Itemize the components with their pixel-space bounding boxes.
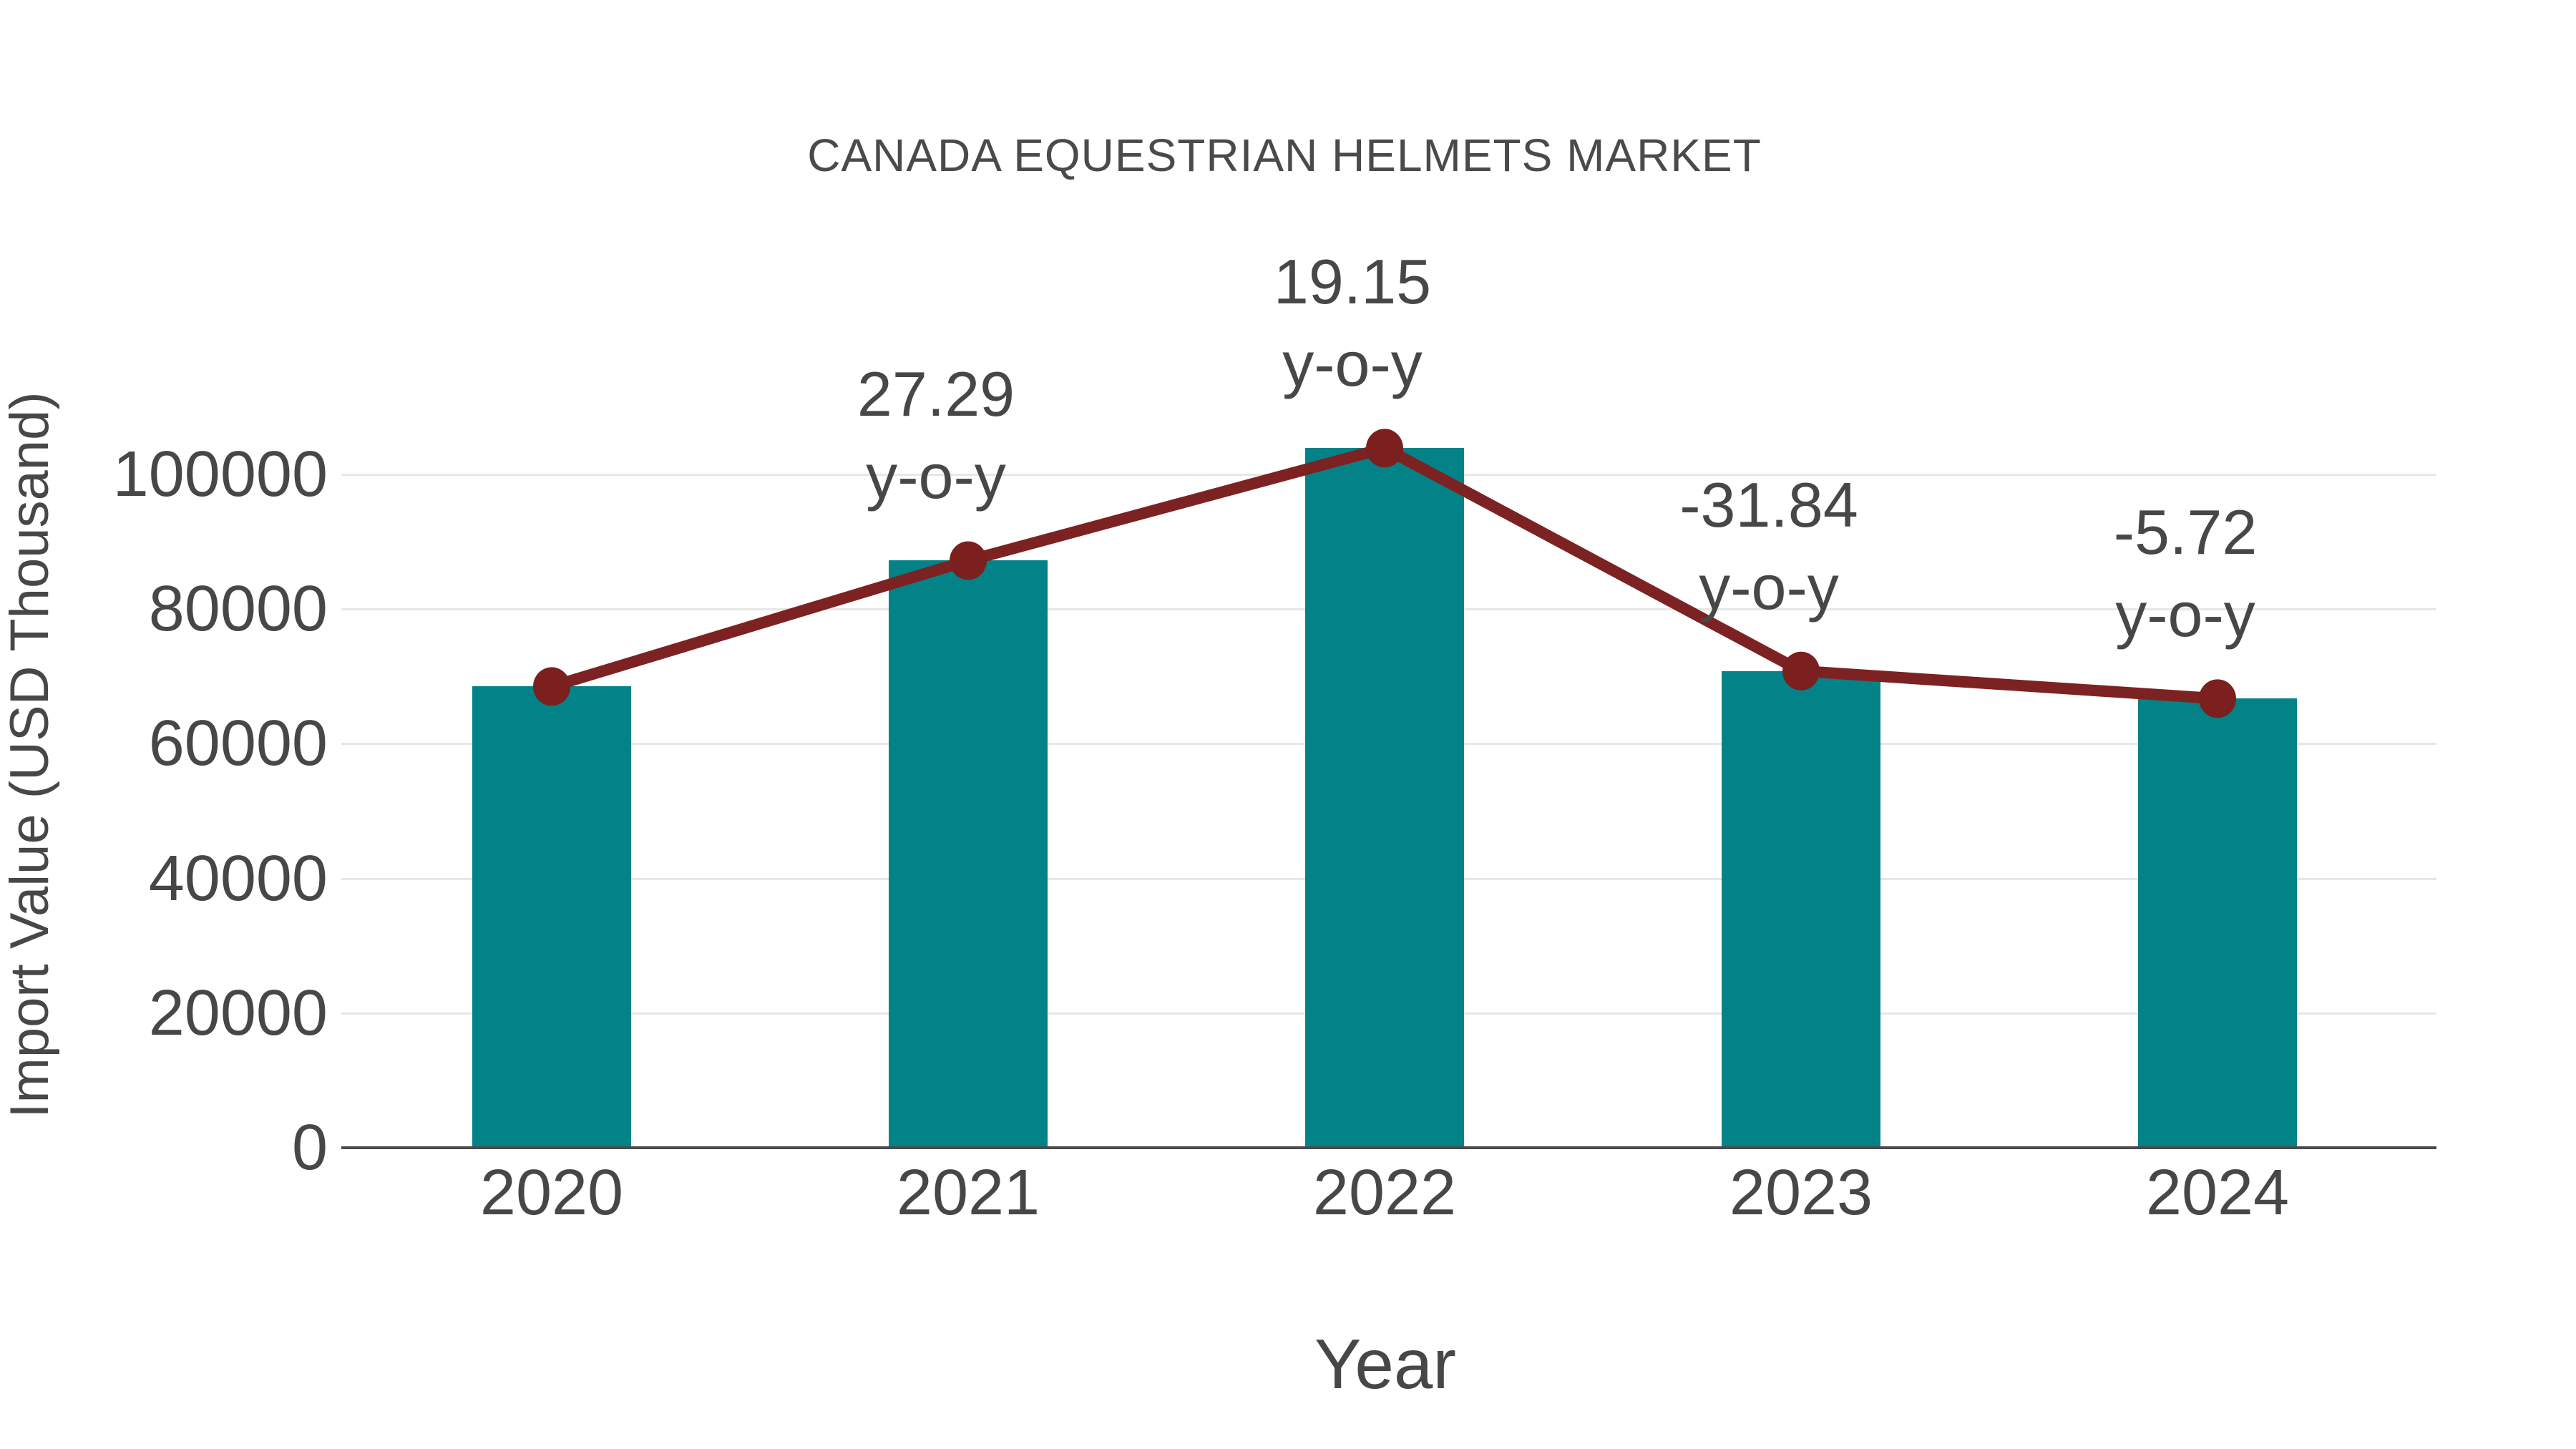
yoy-label-2021: 27.29 y-o-y bbox=[721, 353, 1151, 517]
y-tick-label-100000: 100000 bbox=[112, 439, 328, 510]
x-tick-label-2022: 2022 bbox=[1312, 1157, 1457, 1229]
y-tick-label-20000: 20000 bbox=[148, 977, 328, 1049]
yoy-value-2024: -5.72 bbox=[2113, 497, 2258, 568]
y-tick-label-60000: 60000 bbox=[148, 708, 328, 780]
yoy-suffix-2022: y-o-y bbox=[1282, 328, 1423, 400]
yoy-marker-2024 bbox=[2199, 679, 2236, 718]
chart-title: CANADA EQUESTRIAN HELMETS MARKET bbox=[807, 130, 1762, 181]
yoy-marker-2023 bbox=[1782, 651, 1820, 691]
bar-2022 bbox=[1305, 448, 1464, 1148]
yoy-suffix-2024: y-o-y bbox=[2115, 579, 2255, 650]
x-tick-label-2024: 2024 bbox=[2145, 1157, 2290, 1229]
yoy-value-2021: 27.29 bbox=[857, 358, 1015, 430]
yoy-marker-2020 bbox=[533, 667, 570, 706]
yoy-value-2022: 19.15 bbox=[1273, 246, 1432, 318]
bar-2024 bbox=[2138, 698, 2297, 1148]
yoy-value-2023: -31.84 bbox=[1679, 469, 1858, 540]
yoy-suffix-2023: y-o-y bbox=[1699, 551, 1839, 623]
x-tick-label-2020: 2020 bbox=[479, 1157, 624, 1229]
y-tick-label-80000: 80000 bbox=[148, 573, 328, 645]
yoy-marker-2022 bbox=[1366, 429, 1403, 468]
bar-2023 bbox=[1722, 670, 1880, 1148]
yoy-label-2023: -31.84 y-o-y bbox=[1554, 464, 1984, 628]
bar-2020 bbox=[472, 686, 631, 1148]
y-tick-label-40000: 40000 bbox=[148, 842, 328, 914]
y-tick-label-0: 0 bbox=[291, 1112, 328, 1184]
yoy-label-2024: -5.72 y-o-y bbox=[1971, 491, 2400, 655]
yoy-label-2022: 19.15 y-o-y bbox=[1138, 240, 1567, 405]
x-axis-line bbox=[341, 1146, 2436, 1149]
bar-2021 bbox=[889, 560, 1048, 1148]
x-tick-label-2023: 2023 bbox=[1729, 1157, 1873, 1229]
yoy-marker-2021 bbox=[950, 541, 987, 580]
yoy-suffix-2021: y-o-y bbox=[866, 441, 1006, 512]
x-tick-label-2021: 2021 bbox=[896, 1157, 1040, 1229]
x-axis-title: Year bbox=[1314, 1324, 1456, 1403]
